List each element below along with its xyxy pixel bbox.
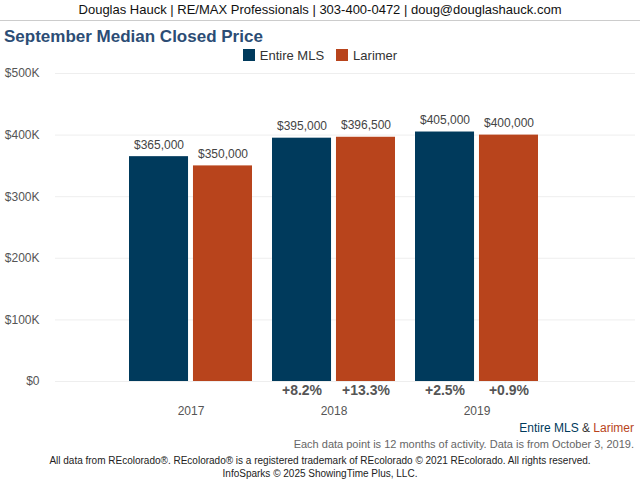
html-text:Larimer: Larimer [353, 48, 398, 63]
svg-text:$395,000: $395,000 [277, 119, 327, 133]
svg-text:+2.5%: +2.5% [425, 382, 466, 398]
svg-text:$365,000: $365,000 [134, 138, 184, 152]
svg-text:+0.9%: +0.9% [489, 382, 530, 398]
html-text:September Median Closed Price: September Median Closed Price [4, 27, 263, 46]
html-text:Entire MLS & Larimer: Entire MLS & Larimer [519, 421, 634, 435]
svg-text:+13.3%: +13.3% [342, 382, 390, 398]
html-text:Entire MLS: Entire MLS [259, 48, 325, 63]
html-text:Douglas Hauck | RE/MAX Profess: Douglas Hauck | RE/MAX Professionals | 3… [78, 2, 562, 17]
svg-text:$100K: $100K [5, 313, 40, 327]
svg-text:2019: 2019 [464, 404, 491, 418]
svg-text:$400K: $400K [5, 128, 40, 142]
svg-text:$0: $0 [26, 374, 40, 388]
svg-text:2017: 2017 [178, 404, 205, 418]
svg-text:$200K: $200K [5, 251, 40, 265]
svg-text:+8.2%: +8.2% [282, 382, 323, 398]
svg-text:$300K: $300K [5, 190, 40, 204]
svg-text:$500K: $500K [5, 66, 40, 80]
svg-text:$405,000: $405,000 [420, 113, 470, 127]
html-text:All data from REcolorado®. REc: All data from REcolorado®. REcolorado® i… [49, 455, 591, 479]
svg-text:2018: 2018 [321, 404, 348, 418]
svg-text:$350,000: $350,000 [198, 147, 248, 161]
svg-text:$396,500: $396,500 [341, 118, 391, 132]
svg-text:$400,000: $400,000 [484, 116, 534, 130]
html-text:Each data point is 12 months o: Each data point is 12 months of activity… [293, 438, 634, 450]
